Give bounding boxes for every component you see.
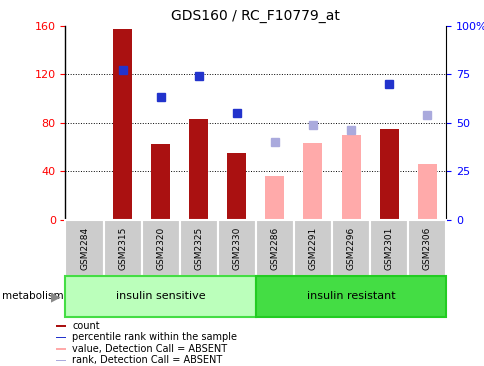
Text: GSM2320: GSM2320 [156,226,165,270]
Bar [379,129,398,220]
Text: value, Detection Call = ABSENT: value, Detection Call = ABSENT [72,344,227,354]
Bar [369,220,408,276]
Text: GSM2315: GSM2315 [118,226,127,270]
Bar [189,119,208,220]
Bar [227,153,246,220]
Text: GSM2284: GSM2284 [80,227,89,269]
Bar [103,220,141,276]
Bar [56,337,66,338]
Bar [65,220,104,276]
Bar [113,29,132,220]
Bar [56,359,66,361]
Text: insulin sensitive: insulin sensitive [116,291,205,302]
Text: GSM2325: GSM2325 [194,226,203,270]
Text: ▶: ▶ [51,290,60,303]
Bar [417,164,436,220]
Text: GSM2286: GSM2286 [270,226,279,270]
Bar [256,220,293,276]
Text: GSM2301: GSM2301 [384,226,393,270]
Title: GDS160 / RC_F10779_at: GDS160 / RC_F10779_at [171,9,340,23]
Text: GSM2330: GSM2330 [232,226,241,270]
Text: percentile rank within the sample: percentile rank within the sample [72,332,237,343]
Text: count: count [72,321,100,331]
Text: GSM2296: GSM2296 [346,226,355,270]
Bar [265,176,284,220]
Text: rank, Detection Call = ABSENT: rank, Detection Call = ABSENT [72,355,222,365]
Bar [56,348,66,350]
Bar [341,135,360,220]
Bar [331,220,369,276]
Bar [408,220,445,276]
Text: GSM2291: GSM2291 [308,226,317,270]
Bar [303,143,322,220]
Bar [256,276,445,317]
Bar [151,145,170,220]
Text: insulin resistant: insulin resistant [306,291,394,302]
Bar [217,220,256,276]
Text: metabolism: metabolism [2,291,64,302]
Bar [141,220,179,276]
Bar [179,220,217,276]
Bar [293,220,331,276]
Bar [56,325,66,327]
Bar [65,276,256,317]
Text: GSM2306: GSM2306 [422,226,431,270]
